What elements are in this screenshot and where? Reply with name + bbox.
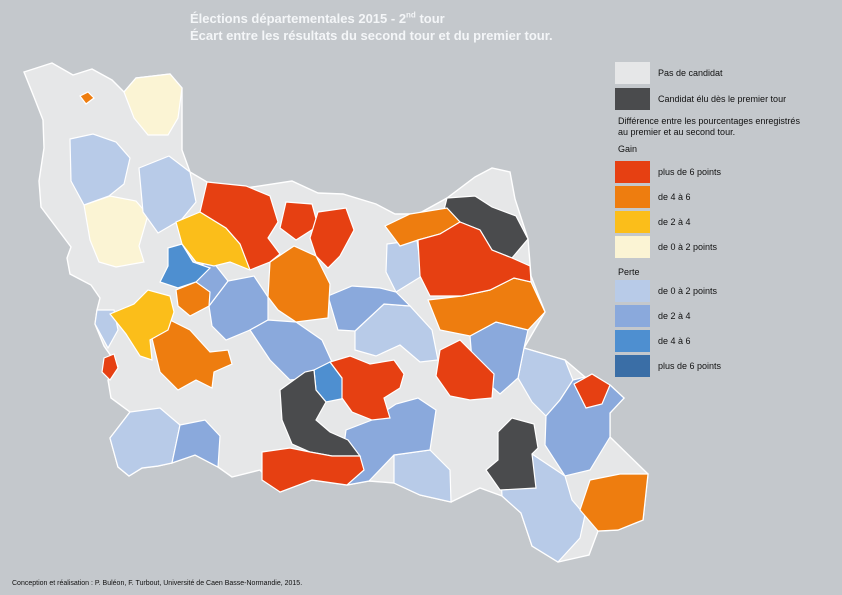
canton-orange-5	[175, 281, 211, 317]
canton-elected-3	[485, 417, 539, 491]
map-title: Élections départementales 2015 - 2nd tou…	[190, 10, 610, 44]
legend-row-gain-1: plus de 6 points	[615, 161, 721, 183]
canton-lightblue-8	[109, 407, 181, 477]
canton-orange-4	[149, 319, 233, 391]
canton-lightblue-1	[69, 133, 131, 206]
legend-row-loss-1: de 0 à 2 points	[615, 280, 717, 302]
canton-red-1	[199, 181, 281, 271]
canton-red-9	[101, 353, 119, 381]
legend-swatch-loss-1	[615, 280, 650, 302]
canton-orange-7	[79, 91, 95, 105]
canton-cream-2	[83, 195, 149, 268]
canton-red-3	[309, 207, 355, 269]
canton-red-6	[435, 339, 495, 401]
canton-midblue-7	[171, 419, 221, 468]
canton-elected-2	[279, 369, 362, 457]
legend-gain-heading: Gain	[618, 144, 638, 154]
canton-red-2	[279, 201, 319, 241]
legend-row-gain-4: de 0 à 2 points	[615, 236, 717, 258]
legend-label-no-candidate: Pas de candidat	[658, 67, 723, 78]
legend-swatch-loss-4	[615, 355, 650, 377]
legend-row-gain-3: de 2 à 4	[615, 211, 691, 233]
legend-row-loss-2: de 2 à 4	[615, 305, 691, 327]
legend-row-gain-2: de 4 à 6	[615, 186, 691, 208]
title-line-2: Écart entre les résultats du second tour…	[190, 28, 553, 43]
legend-swatch-loss-3	[615, 330, 650, 352]
canton-lightblue-9	[94, 309, 119, 350]
legend-row-loss-3: de 4 à 6	[615, 330, 691, 352]
legend-row-loss-4: plus de 6 points	[615, 355, 721, 377]
legend-loss-heading: Perte	[618, 267, 640, 277]
canton-yellow-2	[109, 289, 175, 361]
legend-note: Différence entre les pourcentages enregi…	[618, 116, 800, 137]
legend-swatch-gain-2	[615, 186, 650, 208]
legend-row-elected: Candidat élu dès le premier tour	[615, 88, 786, 110]
canton-orange-6	[579, 473, 649, 532]
legend-row-no-candidate: Pas de candidat	[615, 62, 723, 84]
canton-midblue-3	[327, 285, 412, 332]
canton-red-7	[261, 447, 365, 493]
canton-lightblue-2	[138, 155, 197, 234]
legend-label-elected: Candidat élu dès le premier tour	[658, 93, 787, 104]
legend-swatch-loss-2	[615, 305, 650, 327]
canton-midblue-5	[544, 376, 625, 477]
legend-swatch-gain-4	[615, 236, 650, 258]
legend-swatch-gain-1	[615, 161, 650, 183]
canton-red-4	[417, 221, 532, 297]
canton-orange-1	[267, 245, 331, 323]
legend-swatch-no-candidate	[615, 62, 650, 84]
title-line-1: Élections départementales 2015 - 2nd tou…	[190, 10, 445, 26]
canton-red-8	[573, 373, 611, 409]
canton-cream-1	[123, 73, 183, 136]
legend-swatch-gain-3	[615, 211, 650, 233]
canton-red-5	[329, 355, 405, 421]
credit-line: Conception et réalisation : P. Buléon, F…	[12, 580, 303, 587]
legend-swatch-elected	[615, 88, 650, 110]
